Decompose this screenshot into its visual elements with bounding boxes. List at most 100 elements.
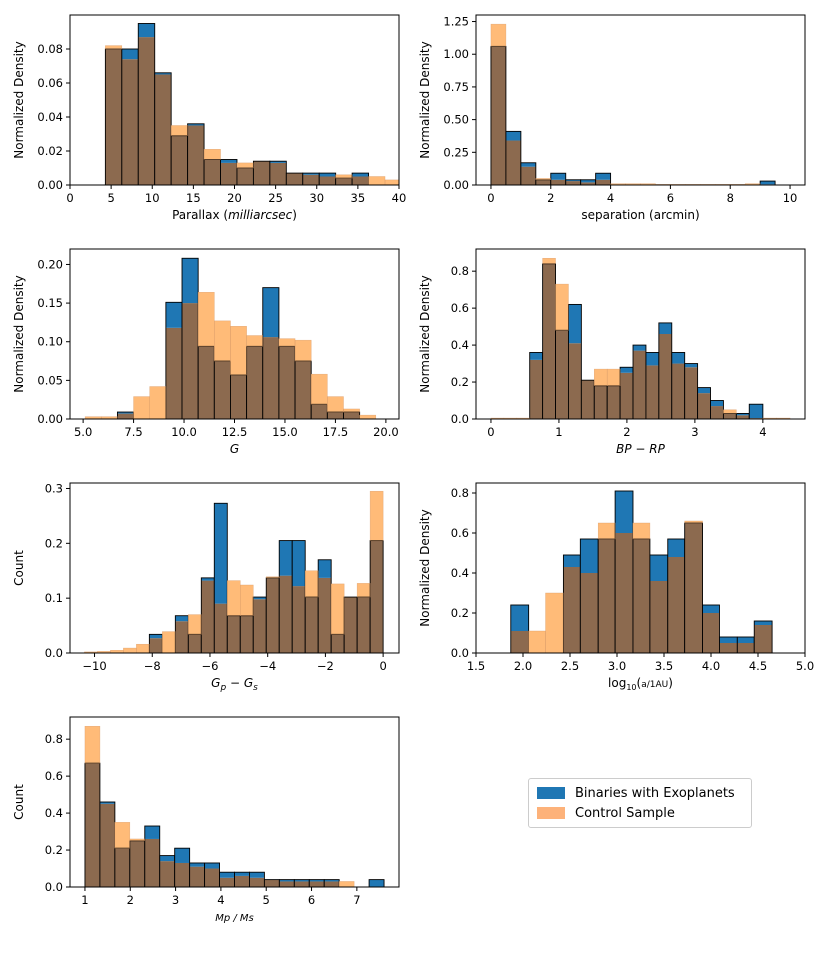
bars-log_sep bbox=[510, 490, 773, 653]
bar-binaries-mass_ratio-5 bbox=[159, 855, 175, 862]
bar-overlap-dmag-13 bbox=[253, 599, 267, 653]
panel-dmag: −10 −8 −6 −4 −2 0 0.0 0.1 0.2 0.3 Gp − Gs Count bbox=[12, 481, 400, 693]
bar-control-mass_ratio-0 bbox=[84, 726, 100, 764]
x-tick-label-log_sep-1: 2.0 bbox=[514, 659, 532, 673]
x-tick-label-color-4: 4 bbox=[759, 425, 766, 439]
bar-ctrl-edge-dmag-14 bbox=[265, 576, 280, 579]
bar-overlap-mass_ratio-5 bbox=[159, 861, 175, 887]
x-tick-label-separation-2: 4 bbox=[607, 191, 614, 205]
bar-overlap-separation-1 bbox=[505, 140, 521, 185]
bar-overlap-gmag-14 bbox=[311, 404, 328, 419]
bar-binaries-mass_ratio-8 bbox=[204, 862, 220, 869]
bar-ctrl-edge-color-9 bbox=[606, 368, 621, 386]
bar-ctrl-edge-color-5 bbox=[555, 283, 569, 331]
bar-overlap-dmag-20 bbox=[344, 597, 358, 653]
bar-ctrl-edge-gmag-9 bbox=[230, 326, 247, 376]
x-axis-label-gmag: G bbox=[230, 442, 239, 456]
bar-binaries-log_sep-6 bbox=[615, 491, 633, 533]
bar-overlap-dmag-19 bbox=[331, 634, 345, 653]
bar-binaries-mass_ratio-11 bbox=[249, 872, 265, 878]
y-tick-label-mass_ratio-0: 0.0 bbox=[45, 880, 63, 894]
bar-control-mass_ratio-2 bbox=[114, 822, 130, 849]
x-tick-label-mass_ratio-6: 7 bbox=[353, 893, 360, 907]
bar-overlap-parallax-13 bbox=[319, 176, 336, 185]
bar-binaries-parallax-15 bbox=[352, 173, 369, 177]
bar-binaries-color-10 bbox=[620, 367, 634, 373]
bar-control-mass_ratio-3 bbox=[129, 838, 145, 841]
bar-overlap-log_sep-10 bbox=[684, 523, 703, 653]
bar-control-dmag-0 bbox=[84, 651, 98, 653]
bar-control-parallax-14 bbox=[335, 174, 353, 179]
bar-binaries-separation-1 bbox=[505, 131, 521, 141]
y-axis-label-dmag: Count bbox=[12, 550, 26, 586]
axes-frame-separation bbox=[475, 14, 806, 186]
axes-frame-color bbox=[475, 248, 806, 420]
bar-ctrl-edge-dmag-22 bbox=[369, 490, 384, 541]
bar-binaries-mass_ratio-13 bbox=[279, 879, 295, 882]
x-tick-label-gmag-6: 20.0 bbox=[373, 425, 399, 439]
bar-control-gmag-7 bbox=[198, 292, 215, 347]
bar-control-parallax-6 bbox=[204, 149, 221, 160]
bar-ctrl-edge-separation-3 bbox=[535, 178, 552, 181]
x-tick-label-gmag-2: 10.0 bbox=[171, 425, 197, 439]
bars-parallax bbox=[104, 23, 399, 185]
bar-ctrl-edge-gmag-14 bbox=[310, 373, 328, 405]
bar-overlap-dmag-16 bbox=[292, 586, 306, 653]
bar-overlap-mass_ratio-4 bbox=[144, 838, 160, 887]
bar-overlap-mass_ratio-10 bbox=[234, 875, 250, 887]
bar-control-parallax-0 bbox=[105, 45, 122, 49]
bar-ctrl-edge-parallax-14 bbox=[335, 174, 353, 179]
y-tick-label-mass_ratio-4: 0.8 bbox=[45, 732, 63, 746]
bar-overlap-parallax-8 bbox=[236, 168, 254, 185]
bar-ctrl-edge-mass_ratio-3 bbox=[129, 838, 146, 842]
bar-control-parallax-8 bbox=[236, 162, 254, 168]
bar-overlap-parallax-3 bbox=[154, 74, 172, 185]
x-axis-label-parallax: Parallax (milliarcsec) bbox=[172, 208, 297, 222]
bar-overlap-color-12 bbox=[645, 365, 659, 419]
y-tick-label-color-0: 0.0 bbox=[451, 412, 469, 426]
x-tick-label-parallax-3: 15 bbox=[186, 191, 201, 205]
y-tick-label-dmag-1: 0.1 bbox=[45, 591, 63, 605]
x-tick-label-parallax-0: 0 bbox=[66, 191, 73, 205]
x-tick-label-mass_ratio-0: 1 bbox=[81, 893, 88, 907]
bar-ctrl-edge-log_sep-5 bbox=[597, 522, 616, 540]
bar-control-separation-3 bbox=[535, 178, 551, 180]
bar-overlap-mass_ratio-15 bbox=[309, 881, 325, 887]
bar-overlap-color-16 bbox=[697, 393, 711, 419]
bar-control-separation-10 bbox=[640, 183, 656, 185]
bar-overlap-color-7 bbox=[581, 380, 595, 419]
bar-overlap-mass_ratio-14 bbox=[294, 881, 310, 887]
x-tick-label-dmag-3: −4 bbox=[259, 659, 276, 673]
bar-binaries-parallax-1 bbox=[121, 49, 139, 60]
bar-control-dmag-12 bbox=[240, 585, 254, 616]
bar-ctrl-edge-gmag-16 bbox=[343, 408, 360, 413]
bar-ctrl-edge-dmag-4 bbox=[136, 643, 150, 653]
y-axis-label-gmag: Normalized Density bbox=[12, 275, 26, 393]
bar-overlap-color-13 bbox=[658, 334, 672, 419]
legend-label-control: Control Sample bbox=[575, 805, 675, 821]
bar-overlap-dmag-9 bbox=[201, 580, 215, 653]
bar-binaries-dmag-16 bbox=[292, 540, 306, 587]
bar-control-dmag-22 bbox=[370, 491, 384, 541]
bar-control-separation-17 bbox=[745, 183, 761, 185]
bar-ctrl-edge-parallax-6 bbox=[203, 149, 221, 160]
bar-binaries-log_sep-11 bbox=[702, 605, 720, 613]
bar-overlap-separation-3 bbox=[535, 179, 551, 185]
x-tick-label-parallax-7: 35 bbox=[351, 191, 366, 205]
bar-binaries-parallax-13 bbox=[319, 173, 336, 177]
bar-overlap-parallax-0 bbox=[105, 49, 122, 185]
bar-overlap-parallax-6 bbox=[204, 159, 221, 185]
bar-binaries-gmag-2 bbox=[117, 412, 134, 414]
bar-binaries-mass_ratio-9 bbox=[219, 872, 235, 878]
y-tick-label-separation-4: 1.00 bbox=[443, 47, 469, 61]
y-tick-label-parallax-0: 0.00 bbox=[37, 178, 63, 192]
bar-ctrl-edge-dmag-12 bbox=[240, 584, 254, 616]
bar-control-parallax-17 bbox=[385, 179, 399, 185]
y-tick-label-dmag-2: 0.2 bbox=[45, 536, 63, 550]
x-tick-label-separation-3: 6 bbox=[667, 191, 674, 205]
bar-binaries-mass_ratio-6 bbox=[174, 848, 190, 863]
bar-ctrl-edge-gmag-15 bbox=[327, 396, 344, 413]
y-tick-label-parallax-3: 0.06 bbox=[37, 76, 63, 90]
bar-overlap-log_sep-14 bbox=[754, 625, 773, 653]
bar-binaries-log_sep-4 bbox=[580, 539, 599, 573]
